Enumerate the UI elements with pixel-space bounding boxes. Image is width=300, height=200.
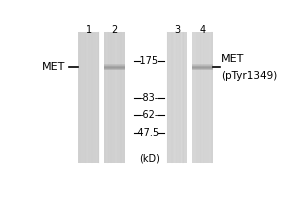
Bar — [192, 65, 213, 66]
Text: -62-: -62- — [140, 110, 159, 120]
Bar — [192, 32, 213, 163]
Bar — [192, 64, 213, 65]
Text: 1: 1 — [85, 25, 92, 35]
Text: 4: 4 — [200, 25, 206, 35]
Text: -47.5-: -47.5- — [135, 128, 164, 138]
Bar — [192, 66, 213, 67]
Bar — [104, 66, 125, 67]
Text: (pTyr1349): (pTyr1349) — [221, 71, 278, 81]
Bar — [104, 65, 125, 66]
Bar — [104, 32, 125, 163]
Text: 3: 3 — [174, 25, 180, 35]
Bar — [192, 67, 213, 68]
Text: MET: MET — [42, 62, 65, 72]
Bar — [192, 69, 213, 70]
Bar — [192, 68, 213, 69]
Text: -175-: -175- — [136, 56, 162, 66]
Bar — [78, 32, 99, 163]
Text: -83-: -83- — [140, 93, 159, 103]
Bar — [104, 69, 125, 70]
Bar — [167, 32, 188, 163]
Bar — [104, 64, 125, 65]
Bar — [104, 67, 125, 68]
Text: MET: MET — [221, 54, 244, 64]
Text: (kD): (kD) — [139, 154, 160, 164]
Text: 2: 2 — [111, 25, 117, 35]
Bar — [104, 68, 125, 69]
